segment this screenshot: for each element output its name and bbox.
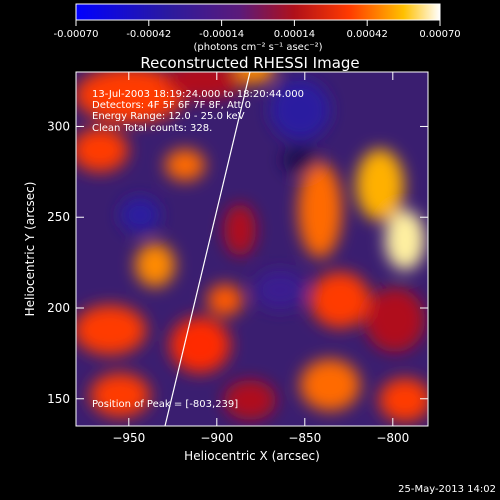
x-axis: −950 −900 −850 −800 [112,72,409,445]
y-axis: 150 200 250 300 [47,119,428,406]
y-tick-label: 150 [47,392,70,406]
colorbar-tick-label: 0.00070 [419,29,460,40]
annotation-energy-range: Energy Range: 12.0 - 25.0 keV [92,111,245,122]
x-tick-label: −800 [376,431,409,445]
annotation-detectors: Detectors: 4F 5F 6F 7F 8F, Att 0 [92,100,251,111]
peak-position-label: Position of Peak = [-803,239] [92,399,238,410]
y-tick-label: 300 [47,119,70,133]
chart-title: Reconstructed RHESSI Image [140,54,359,72]
colorbar-tick-label: -0.00042 [126,29,171,40]
y-tick-label: 200 [47,301,70,315]
annotation-clean-counts: Clean Total counts: 328. [92,123,212,134]
colorbar-tick-label: 0.00042 [347,29,388,40]
colorbar-units: (photons cm⁻² s⁻¹ asec⁻²) [193,42,322,53]
x-tick-label: −950 [112,431,145,445]
colorbar [75,3,441,21]
footer-date: 25-May-2013 14:02 [398,484,496,495]
plot-frame [75,71,429,427]
y-axis-label: Heliocentric Y (arcsec) [23,182,37,317]
x-axis-label: Heliocentric X (arcsec) [184,449,320,463]
limb-curve [164,72,251,426]
colorbar-tick-label: -0.00014 [199,29,244,40]
colorbar-tick-labels: -0.00070 -0.00042 -0.00014 0.00014 0.00042 0.… [54,29,461,40]
x-tick-label: −850 [288,431,321,445]
y-tick-label: 250 [47,210,70,224]
heatmap-image [76,72,428,426]
x-tick-label: −900 [200,431,233,445]
annotation-time-range: 13-Jul-2003 18:19:24.000 to 18:20:44.000 [92,89,304,100]
colorbar-tick-label: -0.00070 [54,29,99,40]
colorbar-ticks [75,20,441,26]
colorbar-tick-label: 0.00014 [274,29,315,40]
